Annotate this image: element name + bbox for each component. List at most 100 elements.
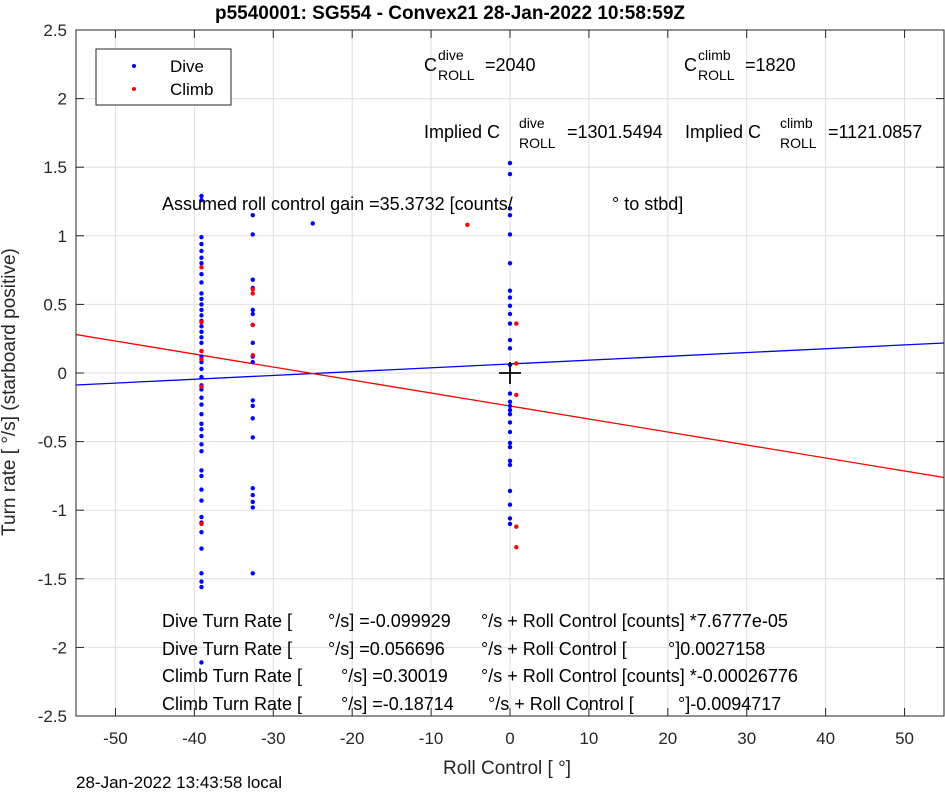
data-point — [250, 340, 255, 346]
legend: Dive Climb — [95, 48, 232, 106]
equation-part3: °]0.0027158 — [668, 639, 765, 659]
data-point — [250, 571, 255, 576]
data-point — [199, 395, 204, 400]
data-point — [199, 197, 204, 203]
data-point — [199, 313, 204, 318]
x-tick-label: 50 — [895, 729, 914, 748]
data-point — [514, 545, 519, 550]
c-dive-sup: dive — [438, 47, 464, 63]
data-point — [514, 524, 519, 529]
data-point — [250, 499, 255, 505]
data-point — [250, 291, 255, 296]
data-point — [199, 324, 204, 329]
data-point — [507, 521, 513, 527]
data-point — [199, 296, 204, 302]
x-tick-label: -10 — [419, 729, 444, 748]
data-point — [507, 295, 513, 300]
data-point — [250, 352, 255, 358]
data-point — [514, 361, 519, 366]
data-point — [199, 329, 204, 335]
data-point — [199, 340, 204, 346]
y-tick-labels: -2.5 -2 -1.5 -1 -0.5 0 0.5 1 1.5 2 2.5 — [38, 21, 944, 726]
data-point — [507, 288, 513, 293]
data-point — [507, 261, 513, 266]
data-point — [507, 321, 513, 326]
data-point — [250, 322, 255, 328]
y-tick-label: 1.5 — [43, 158, 67, 177]
data-point — [199, 433, 204, 439]
equation-part1: °/s] =-0.18714 — [341, 694, 454, 714]
data-point — [199, 248, 204, 254]
data-point — [507, 160, 513, 166]
data-point — [199, 487, 204, 492]
data-point — [250, 486, 255, 491]
data-point — [250, 492, 255, 498]
data-point — [199, 660, 204, 665]
x-tick-label: 10 — [579, 729, 598, 748]
origin-marker — [499, 362, 521, 384]
data-point — [199, 529, 204, 535]
implied-dive-sup: dive — [519, 115, 545, 131]
data-point — [507, 429, 513, 435]
data-point — [199, 521, 204, 527]
data-point — [199, 546, 204, 551]
implied-dive-value: =1301.5494 — [567, 122, 663, 142]
data-point — [199, 468, 204, 473]
data-point — [507, 488, 513, 494]
local-timestamp: 28-Jan-2022 13:43:58 local — [76, 773, 282, 792]
data-point — [199, 473, 204, 479]
equation-part2: °/s + Roll Control [ — [481, 639, 627, 659]
data-point — [199, 291, 204, 296]
data-point — [199, 402, 204, 407]
data-point — [250, 311, 255, 317]
data-point — [507, 411, 513, 417]
equation-part1: °/s] =0.30019 — [341, 666, 448, 686]
implied-climb-sup: climb — [780, 115, 813, 131]
data-point — [250, 287, 255, 292]
data-point — [199, 348, 204, 354]
data-point — [199, 384, 204, 389]
data-point — [507, 420, 513, 425]
data-point — [250, 232, 255, 237]
equation-part1: °/s] =-0.099929 — [328, 611, 451, 631]
data-point — [250, 213, 255, 218]
data-point — [507, 502, 513, 507]
c-dive-base: C — [424, 55, 437, 75]
data-point — [199, 421, 204, 426]
y-tick-label: -2.5 — [38, 707, 67, 726]
y-tick-label: 1 — [58, 227, 67, 246]
legend-dive-label: Dive — [170, 57, 204, 76]
implied-climb-value: =1121.0857 — [828, 122, 922, 142]
c-climb-sub: ROLL — [698, 67, 735, 83]
x-axis-label: Roll Control [ °] — [443, 758, 571, 779]
implied-dive-sub: ROLL — [519, 135, 556, 151]
data-point — [199, 579, 204, 584]
equation-line: Climb Turn Rate [ °/s] =0.30019 °/s + Ro… — [162, 666, 798, 686]
y-tick-label: 0 — [58, 364, 67, 383]
data-point — [507, 232, 513, 237]
x-tick-label: -20 — [340, 729, 365, 748]
data-point — [199, 442, 204, 447]
c-dive-value: =2040 — [485, 55, 536, 75]
c-dive-sub: ROLL — [438, 67, 475, 83]
implied-climb-base: Implied C — [685, 122, 761, 142]
y-tick-label: 2.5 — [43, 21, 67, 40]
data-point — [199, 411, 204, 417]
data-point — [199, 280, 204, 285]
data-point — [250, 277, 255, 282]
data-point — [250, 403, 255, 409]
y-tick-label: 0.5 — [43, 295, 67, 314]
data-point — [199, 374, 204, 380]
data-point — [507, 399, 513, 405]
chart-title: p5540001: SG554 - Convex21 28-Jan-2022 1… — [215, 3, 685, 24]
implied-c-climb-annotation: Implied C climb ROLL =1121.0857 — [685, 115, 922, 151]
x-tick-label: 0 — [505, 729, 514, 748]
equation-part3: °]-0.0094717 — [678, 694, 781, 714]
data-point — [199, 320, 204, 325]
legend-box — [95, 48, 232, 106]
data-point — [199, 241, 204, 247]
data-point — [199, 514, 204, 520]
data-point — [507, 407, 513, 413]
data-point — [250, 435, 255, 440]
